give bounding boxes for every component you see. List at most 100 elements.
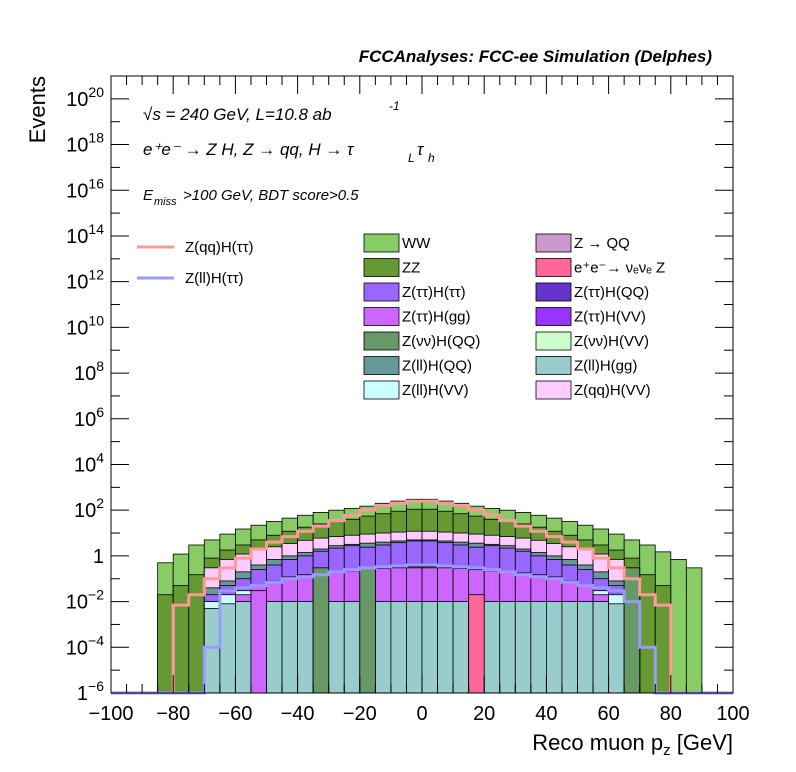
y-tick-label: 106: [74, 404, 104, 431]
x-tick-label: 80: [660, 703, 682, 725]
legend-label: Z → QQ: [574, 235, 630, 252]
y-axis: 1−6 10−4 10−2 1 102 104 106 108 1010 1012 1014 1016…: [66, 75, 733, 705]
legend-label: Z(ll)H(ττ): [185, 270, 244, 287]
bar: [234, 601, 252, 694]
bar: [452, 601, 470, 694]
signal-lines: [111, 499, 733, 695]
x-tick-label: 20: [473, 703, 495, 725]
line-z-qq-h-: [111, 499, 733, 695]
bar: [281, 601, 298, 694]
legend-swatch: [535, 380, 572, 400]
bar: [592, 601, 609, 694]
x-tick-label: 40: [535, 703, 557, 725]
svg-text:miss: miss: [154, 196, 177, 208]
spike-bar: [468, 594, 485, 694]
svg-text:E: E: [143, 187, 154, 204]
x-tick-label: −80: [156, 703, 190, 725]
bar: [483, 601, 501, 694]
legend-label: Z(ll)H(VV): [402, 382, 469, 399]
y-tick-label: 102: [74, 495, 104, 522]
bar: [670, 559, 687, 694]
legend-label: Z(ττ)H(gg): [402, 309, 471, 326]
legend-label: ZZ: [402, 260, 420, 277]
legend-label: Z(ll)H(QQ): [402, 358, 472, 375]
bar: [157, 594, 174, 694]
annotation-process: e⁺e⁻ → Z H, Z → qq, H → τ L τ h: [143, 140, 435, 165]
bar: [172, 585, 190, 694]
x-tick-label: −20: [343, 703, 377, 725]
svg-text:>100 GeV, BDT score>0.5: >100 GeV, BDT score>0.5: [183, 187, 359, 204]
x-axis: −100 −80 −60 −40 −20 0 20 40 60 80 100: [88, 76, 750, 725]
bar: [530, 601, 547, 694]
y-tick-label: 1016: [66, 175, 104, 202]
bar: [406, 601, 423, 694]
x-axis-label: Reco muon pz [GeV]: [532, 730, 733, 759]
y-axis-label: Events: [25, 76, 50, 143]
bar: [374, 601, 392, 694]
bar: [266, 601, 283, 694]
svg-text:τ: τ: [417, 140, 425, 159]
y-tick-label: 1018: [66, 130, 104, 157]
spike-bar: [312, 567, 330, 694]
y-tick-label: 108: [74, 358, 104, 385]
y-tick-label: 1: [93, 546, 104, 568]
spike-bar: [359, 567, 376, 694]
y-tick-label: 10−4: [66, 632, 104, 659]
svg-text:e⁺e⁻ → Z H, Z → qq, H → τ: e⁺e⁻ → Z H, Z → qq, H → τ: [143, 140, 355, 159]
x-tick-label: 60: [597, 703, 619, 725]
svg-text:-1: -1: [389, 99, 400, 113]
bar: [219, 603, 236, 694]
y-tick-label: 1020: [66, 84, 104, 111]
bar: [328, 601, 345, 694]
line-z-ll-h-: [111, 563, 733, 695]
spike-bar: [250, 590, 267, 694]
bar: [437, 601, 454, 694]
spike-bar: [623, 567, 641, 694]
svg-text:L: L: [408, 151, 415, 165]
y-tick-label: 1014: [66, 221, 104, 248]
legend-label: WW: [402, 235, 431, 252]
legend-swatch: [535, 356, 572, 375]
y-tick-label: 1010: [66, 312, 104, 339]
annotation-sqrt-s: √s = 240 GeV, L=10.8 ab -1: [143, 99, 400, 124]
legend-swatch: [363, 380, 400, 400]
x-tick-label: 0: [416, 703, 427, 725]
bar: [499, 601, 516, 694]
bar: [390, 601, 407, 694]
svg-text:√s = 240 GeV, L=10.8 ab: √s = 240 GeV, L=10.8 ab: [143, 105, 332, 124]
y-tick-label: 10−2: [66, 587, 104, 614]
legend-swatch: [535, 307, 572, 326]
legend-label: Z(νν)H(QQ): [402, 333, 480, 350]
legend-label: Z(qq)H(ττ): [185, 239, 254, 256]
legend-swatch: [363, 282, 400, 302]
legend-swatch: [363, 356, 400, 375]
bar: [421, 601, 438, 694]
y-tick-label: 1−6: [77, 678, 104, 705]
bar: [608, 603, 625, 694]
bar: [203, 608, 221, 694]
y-tick-label: 1012: [66, 267, 104, 294]
legend-label: Z(ττ)H(ττ): [402, 284, 466, 301]
bar: [685, 567, 703, 694]
legend-swatch: [535, 233, 572, 253]
legend-label: Z(νν)H(VV): [574, 333, 649, 350]
bar: [343, 601, 361, 694]
legend-swatch: [363, 307, 400, 326]
legend-label: Z(ττ)H(QQ): [574, 284, 649, 301]
x-tick-label: −100: [88, 703, 133, 725]
legend-swatch: [363, 331, 400, 351]
bar: [577, 601, 594, 694]
legend: Z(qq)H(ττ) Z(ll)H(ττ) WW ZZ Z(ττ)H(ττ) Z(ττ)H…: [137, 233, 665, 400]
bar: [297, 601, 314, 694]
bar: [514, 601, 532, 694]
legend-swatch: [535, 331, 572, 351]
legend-label: Z(ll)H(gg): [574, 358, 637, 375]
y-tick-label: 104: [74, 449, 104, 476]
legend-label: Z(qq)H(VV): [574, 382, 651, 399]
bar: [639, 574, 656, 694]
x-tick-label: −60: [218, 703, 252, 725]
legend-swatch: [363, 258, 400, 277]
x-tick-label: 100: [716, 703, 749, 725]
bar: [654, 585, 672, 694]
